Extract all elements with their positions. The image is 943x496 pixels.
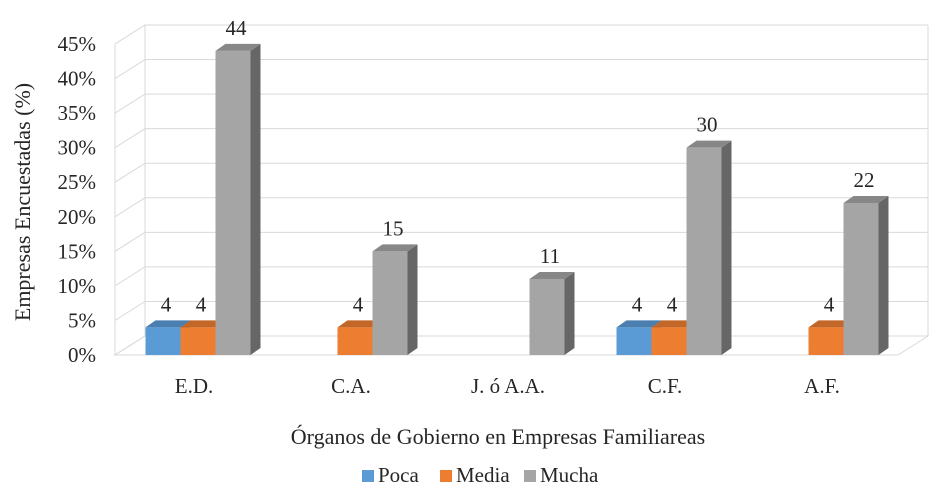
x-tick-label: E.D. bbox=[175, 374, 214, 398]
data-label: 4 bbox=[632, 292, 643, 316]
legend-item-media: Media bbox=[440, 463, 510, 487]
y-tick-label: 0% bbox=[68, 343, 96, 367]
legend-item-mucha: Mucha bbox=[524, 463, 599, 487]
data-label: 4 bbox=[353, 292, 364, 316]
bar-mucha-3 bbox=[529, 271, 575, 355]
legend-label: Media bbox=[456, 463, 510, 487]
y-tick-label: 35% bbox=[58, 101, 97, 125]
data-label: 44 bbox=[226, 16, 248, 40]
bar-mucha-2 bbox=[372, 244, 418, 355]
data-label: 4 bbox=[196, 292, 207, 316]
bar-mucha-5 bbox=[843, 195, 889, 355]
y-tick-label: 5% bbox=[68, 308, 96, 332]
legend-swatch bbox=[362, 470, 374, 482]
bar-mucha-4 bbox=[686, 140, 732, 355]
data-label: 15 bbox=[383, 216, 404, 240]
gridlines bbox=[114, 24, 929, 356]
bar-mucha-1 bbox=[215, 43, 261, 356]
legend-label: Mucha bbox=[540, 463, 599, 487]
bars bbox=[145, 43, 889, 356]
x-tick-label: C.F. bbox=[648, 374, 683, 398]
y-tick-label: 25% bbox=[58, 170, 97, 194]
legend-swatch bbox=[524, 470, 536, 482]
legend-label: Poca bbox=[378, 463, 420, 487]
x-axis-ticks: E.D. C.A. J. ó A.A. C.F. A.F. bbox=[175, 374, 840, 398]
data-label: 11 bbox=[540, 244, 560, 268]
x-tick-label: A.F. bbox=[804, 374, 840, 398]
y-tick-label: 10% bbox=[58, 274, 97, 298]
data-label: 4 bbox=[824, 292, 835, 316]
legend-swatch bbox=[440, 470, 452, 482]
y-tick-label: 15% bbox=[58, 239, 97, 263]
y-axis-ticks: 0% 5% 10% 15% 20% 25% 30% 35% 40% 45% bbox=[58, 32, 97, 367]
x-tick-label: C.A. bbox=[331, 374, 371, 398]
y-tick-label: 40% bbox=[58, 67, 97, 91]
x-tick-label: J. ó A.A. bbox=[471, 374, 545, 398]
y-tick-label: 20% bbox=[58, 205, 97, 229]
data-label: 30 bbox=[697, 113, 718, 137]
y-tick-label: 30% bbox=[58, 136, 97, 160]
y-tick-label: 45% bbox=[58, 32, 97, 56]
legend-item-poca: Poca bbox=[362, 463, 420, 487]
data-label: 4 bbox=[667, 292, 678, 316]
legend: Poca Media Mucha bbox=[362, 463, 599, 487]
y-axis-title: Empresas Encuestadas (%) bbox=[10, 83, 35, 321]
data-label: 22 bbox=[854, 168, 875, 192]
data-label: 4 bbox=[161, 292, 172, 316]
x-axis-title: Órganos de Gobierno en Empresas Familiar… bbox=[291, 424, 705, 449]
